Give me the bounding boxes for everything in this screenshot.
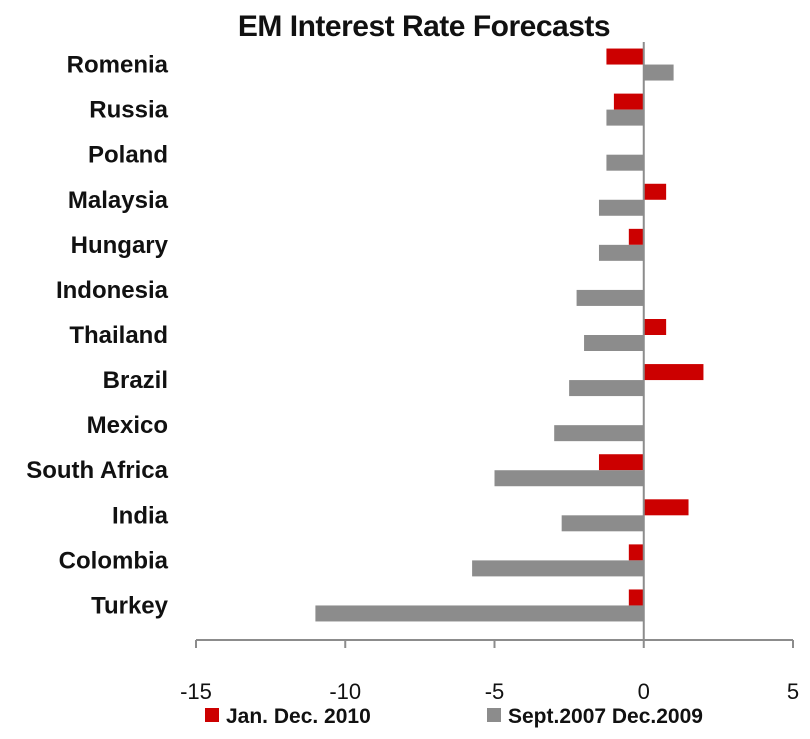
category-label: Malaysia <box>68 187 169 214</box>
legend: Jan. Dec. 2010 Sept.2007 Dec.2009 <box>205 705 703 728</box>
category-label: Thailand <box>69 322 168 349</box>
bar-jan-dec-2010 <box>613 93 644 110</box>
category-label: Russia <box>89 97 168 124</box>
bar-sept2007-dec2009 <box>598 199 644 216</box>
bar-sept2007-dec2009 <box>554 425 644 442</box>
bar-jan-dec-2010 <box>628 589 644 606</box>
category-label: South Africa <box>26 457 168 484</box>
category-label: Brazil <box>103 367 168 394</box>
legend-swatch <box>487 708 501 722</box>
x-tick-label: -15 <box>180 679 212 704</box>
bar-sept2007-dec2009 <box>606 109 644 126</box>
bar-sept2007-dec2009 <box>584 335 644 351</box>
legend-swatch <box>205 708 219 722</box>
category-label: Poland <box>88 142 168 169</box>
bar-jan-dec-2010 <box>606 48 644 65</box>
bar-jan-dec-2010 <box>598 454 644 471</box>
bar-sept2007-dec2009 <box>472 560 644 577</box>
x-tick-label: 5 <box>787 679 799 704</box>
x-tick-label: -5 <box>485 679 505 704</box>
category-label: Romenia <box>67 52 169 79</box>
bar-jan-dec-2010 <box>643 364 704 381</box>
plot-area: Romenia Russia Poland Malaysia Hungary Indone… <box>26 42 799 704</box>
x-tick-label: -10 <box>329 679 361 704</box>
category-label: Turkey <box>91 592 169 619</box>
bar-sept2007-dec2009 <box>606 154 644 171</box>
bar-sept2007-dec2009 <box>598 244 644 261</box>
legend-label: Jan. Dec. 2010 <box>226 705 371 728</box>
category-label: Indonesia <box>56 277 169 304</box>
chart-title: EM Interest Rate Forecasts <box>238 10 610 43</box>
category-label: Mexico <box>87 412 168 439</box>
legend-label: Sept.2007 Dec.2009 <box>508 705 703 728</box>
category-label: Hungary <box>71 232 169 259</box>
bar-sept2007-dec2009 <box>315 605 644 622</box>
bar-sept2007-dec2009 <box>494 470 644 487</box>
category-label: India <box>112 502 169 529</box>
bar-jan-dec-2010 <box>643 319 667 335</box>
bar-jan-dec-2010 <box>628 544 644 561</box>
bar-sept2007-dec2009 <box>561 515 644 532</box>
bar-jan-dec-2010 <box>628 228 644 245</box>
bar-sept2007-dec2009 <box>643 64 674 81</box>
bar-jan-dec-2010 <box>643 183 667 200</box>
bar-sept2007-dec2009 <box>569 380 644 397</box>
x-tick-label: 0 <box>638 679 650 704</box>
bar-sept2007-dec2009 <box>576 289 644 306</box>
category-label: Colombia <box>59 547 169 574</box>
bar-jan-dec-2010 <box>643 499 689 516</box>
